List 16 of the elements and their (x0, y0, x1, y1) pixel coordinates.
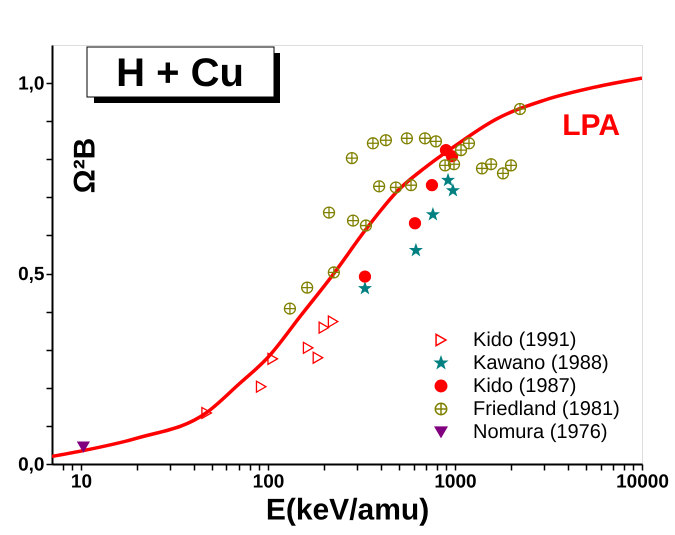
legend-label: Kawano (1988) (473, 352, 609, 374)
series-label: LPA (562, 109, 620, 142)
legend-label: Kido (1987) (473, 375, 576, 397)
y-axis-title: Ω²B (68, 138, 102, 194)
legend-label: Nomura (1976) (473, 421, 608, 443)
x-tick-label: 100 (252, 472, 284, 492)
chart-title: H + Cu (116, 51, 244, 95)
y-tick-label: 0,5 (18, 264, 45, 286)
x-tick-label: 1000 (434, 472, 477, 492)
y-tick-label: 0,0 (18, 454, 44, 476)
x-tick-label: 10000 (616, 472, 669, 492)
x-tick-label: 10 (70, 472, 92, 492)
y-tick-label: 1,0 (18, 74, 44, 95)
x-axis-title: E(keV/amu) (266, 494, 430, 526)
legend-label: Friedland (1981) (473, 398, 620, 420)
legend-label: Kido (1991) (473, 329, 576, 351)
